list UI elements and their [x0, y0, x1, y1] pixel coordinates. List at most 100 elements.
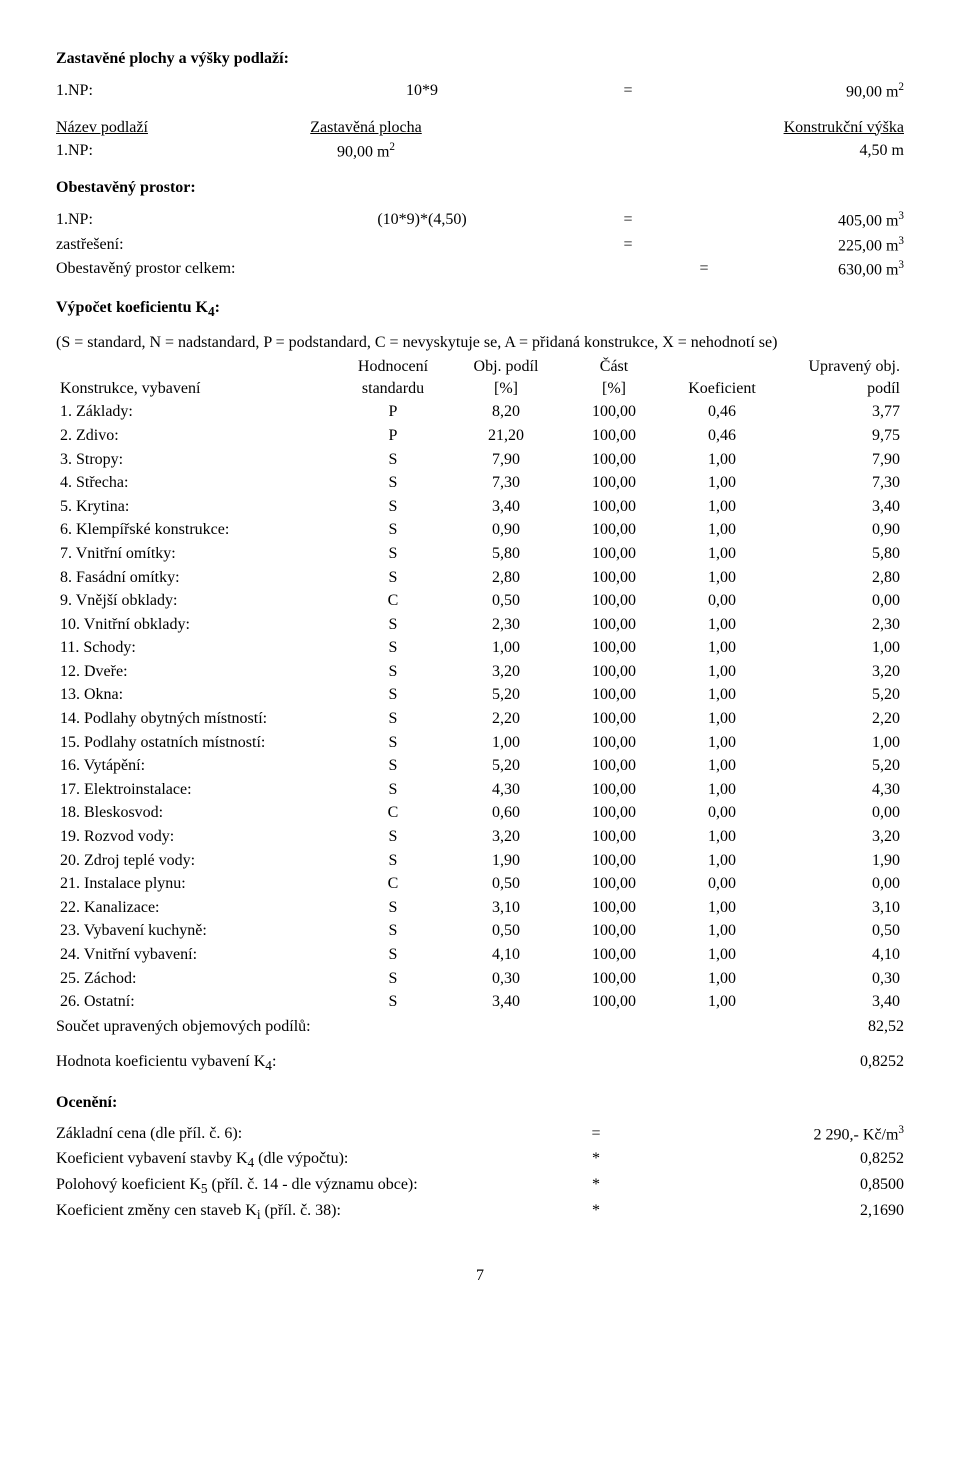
- cell-upr: 0,00: [776, 801, 904, 825]
- cell-std: C: [334, 872, 452, 896]
- table-row: 13. Okna:S5,20100,001,005,20: [56, 683, 904, 707]
- floor-header: Název podlaží Zastavěná plocha Konstrukč…: [56, 117, 904, 139]
- oc-value: 2,1690: [616, 1200, 904, 1224]
- cell-koef: 1,00: [668, 542, 776, 566]
- cell-obj: 3,40: [452, 495, 560, 519]
- cell-koef: 1,00: [668, 990, 776, 1014]
- calc-row-2a: 1.NP: (10*9)*(4,50) = 405,00 m3: [56, 209, 904, 232]
- table-row: 10. Vnitřní obklady:S2,30100,001,002,30: [56, 613, 904, 637]
- hdr-c1: Konstrukce, vybavení: [56, 355, 334, 400]
- cell-name: 16. Vytápění:: [56, 754, 334, 778]
- oc-row: Základní cena (dle příl. č. 6):=2 290,- …: [56, 1123, 904, 1146]
- cell-name: 5. Krytina:: [56, 495, 334, 519]
- cell-koef: 1,00: [668, 518, 776, 542]
- cell-name: 17. Elektroinstalace:: [56, 778, 334, 802]
- calc2a-expr: (10*9)*(4,50): [312, 209, 532, 232]
- oc-value: 0,8252: [616, 1148, 904, 1172]
- cell-obj: 3,20: [452, 825, 560, 849]
- cell-koef: 0,46: [668, 424, 776, 448]
- cell-koef: 1,00: [668, 707, 776, 731]
- cell-std: P: [334, 400, 452, 424]
- cell-cast: 100,00: [560, 990, 668, 1014]
- cell-std: S: [334, 731, 452, 755]
- cell-std: S: [334, 825, 452, 849]
- cell-std: S: [334, 448, 452, 472]
- cell-std: S: [334, 683, 452, 707]
- table-row: 21. Instalace plynu:C0,50100,000,000,00: [56, 872, 904, 896]
- cell-cast: 100,00: [560, 542, 668, 566]
- floor-val-c1: 1.NP:: [56, 140, 236, 163]
- floor-val-c3: 4,50 m: [496, 140, 904, 163]
- cell-obj: 4,30: [452, 778, 560, 802]
- cell-koef: 0,00: [668, 872, 776, 896]
- cell-obj: 0,50: [452, 919, 560, 943]
- cell-obj: 1,00: [452, 731, 560, 755]
- oc-row: Polohový koeficient K5 (příl. č. 14 - dl…: [56, 1174, 904, 1198]
- cell-cast: 100,00: [560, 518, 668, 542]
- table-row: 1. Základy:P8,20100,000,463,77: [56, 400, 904, 424]
- cell-koef: 1,00: [668, 636, 776, 660]
- cell-upr: 5,20: [776, 754, 904, 778]
- cell-name: 18. Bleskosvod:: [56, 801, 334, 825]
- table-row: 25. Záchod:S0,30100,001,000,30: [56, 967, 904, 991]
- sum1-value: 82,52: [868, 1016, 904, 1038]
- cell-obj: 7,90: [452, 448, 560, 472]
- cell-obj: 0,60: [452, 801, 560, 825]
- cell-name: 9. Vnější obklady:: [56, 589, 334, 613]
- table-row: 5. Krytina:S3,40100,001,003,40: [56, 495, 904, 519]
- sum2-value: 0,8252: [860, 1051, 904, 1075]
- cell-name: 11. Schody:: [56, 636, 334, 660]
- oc-op: *: [576, 1200, 616, 1224]
- legend-text: (S = standard, N = nadstandard, P = pods…: [56, 332, 904, 354]
- cell-koef: 1,00: [668, 967, 776, 991]
- cell-name: 21. Instalace plynu:: [56, 872, 334, 896]
- cell-cast: 100,00: [560, 400, 668, 424]
- sum-row-2: Hodnota koeficientu vybavení K4: 0,8252: [56, 1051, 904, 1075]
- calc-label: 1.NP:: [56, 80, 236, 103]
- cell-cast: 100,00: [560, 967, 668, 991]
- cell-std: S: [334, 967, 452, 991]
- table-row: 18. Bleskosvod:C0,60100,000,000,00: [56, 801, 904, 825]
- cell-upr: 2,80: [776, 566, 904, 590]
- hdr-c6: Upravený obj.podíl: [776, 355, 904, 400]
- oc-row: Koeficient změny cen staveb Ki (příl. č.…: [56, 1200, 904, 1224]
- calc-expr: 10*9: [312, 80, 532, 103]
- floor-val-c2: 90,00 m2: [236, 140, 496, 163]
- cell-cast: 100,00: [560, 872, 668, 896]
- cell-std: S: [334, 636, 452, 660]
- koef-table-header: Konstrukce, vybavení Hodnocenístandardu …: [56, 355, 904, 400]
- cell-upr: 7,30: [776, 471, 904, 495]
- cell-obj: 2,30: [452, 613, 560, 637]
- cell-std: C: [334, 589, 452, 613]
- cell-koef: 1,00: [668, 849, 776, 873]
- cell-name: 25. Záchod:: [56, 967, 334, 991]
- cell-obj: 0,90: [452, 518, 560, 542]
- cell-cast: 100,00: [560, 566, 668, 590]
- cell-upr: 3,10: [776, 896, 904, 920]
- cell-name: 12. Dveře:: [56, 660, 334, 684]
- table-row: 15. Podlahy ostatních místností:S1,00100…: [56, 731, 904, 755]
- cell-obj: 5,20: [452, 754, 560, 778]
- floor-header-c1: Název podlaží: [56, 117, 236, 139]
- cell-std: S: [334, 943, 452, 967]
- cell-upr: 1,00: [776, 636, 904, 660]
- cell-name: 7. Vnitřní omítky:: [56, 542, 334, 566]
- cell-std: S: [334, 754, 452, 778]
- table-row: 11. Schody:S1,00100,001,001,00: [56, 636, 904, 660]
- cell-upr: 1,90: [776, 849, 904, 873]
- cell-obj: 3,10: [452, 896, 560, 920]
- cell-koef: 1,00: [668, 919, 776, 943]
- calc-result: 90,00 m2: [724, 80, 904, 103]
- calc2b-eq: =: [608, 234, 648, 257]
- cell-obj: 0,50: [452, 589, 560, 613]
- cell-std: S: [334, 707, 452, 731]
- floor-header-c3: Konstrukční výška: [496, 117, 904, 139]
- oc-op: *: [576, 1148, 616, 1172]
- hdr-c4: Část[%]: [560, 355, 668, 400]
- cell-obj: 2,20: [452, 707, 560, 731]
- koef-table: Konstrukce, vybavení Hodnocenístandardu …: [56, 355, 904, 1014]
- cell-cast: 100,00: [560, 683, 668, 707]
- table-row: 14. Podlahy obytných místností:S2,20100,…: [56, 707, 904, 731]
- calc2c-eq: =: [684, 258, 724, 281]
- cell-std: S: [334, 990, 452, 1014]
